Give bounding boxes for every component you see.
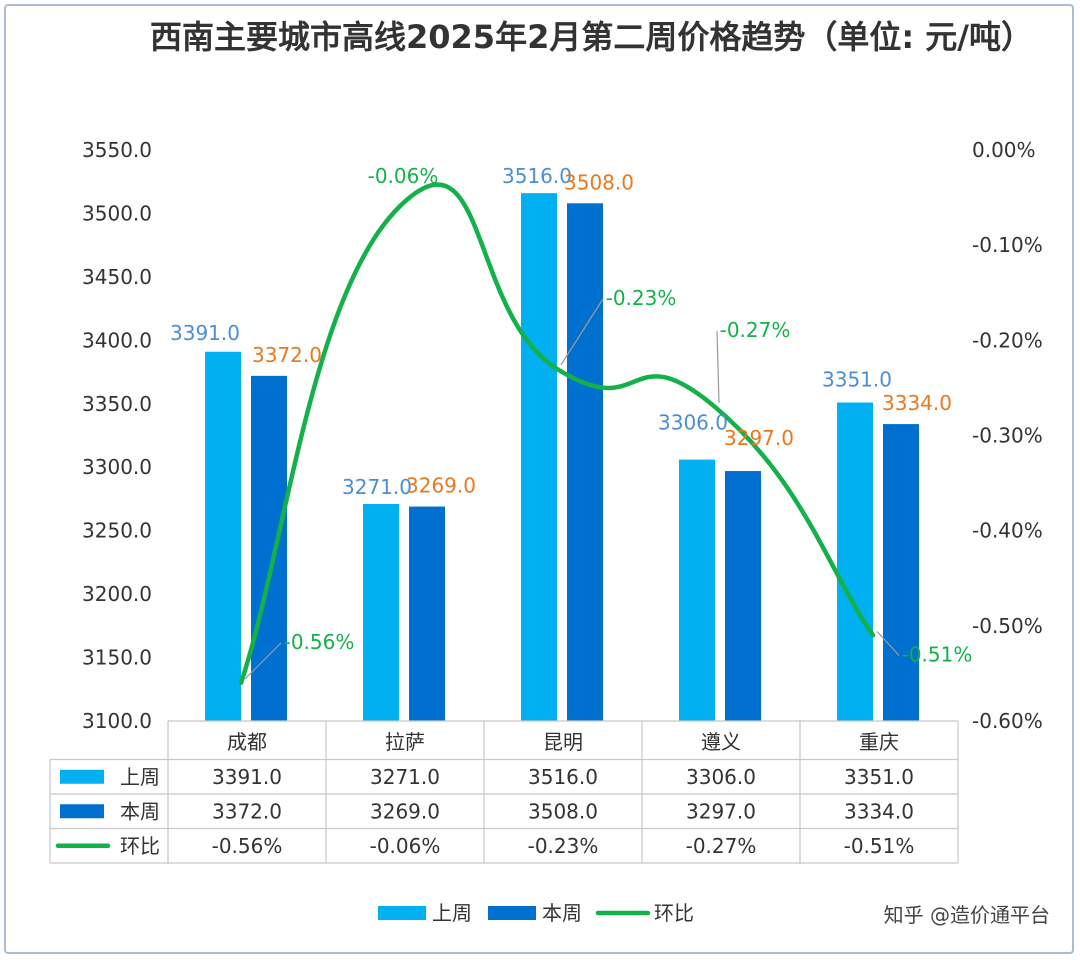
table-cell: 3269.0 — [370, 799, 440, 823]
left-tick-label: 3500.0 — [82, 201, 152, 225]
category-label: 遵义 — [701, 730, 741, 754]
right-tick-label: -0.60% — [972, 709, 1043, 733]
bar-this-week — [883, 424, 919, 721]
data-label-ratio: -0.23% — [606, 286, 677, 310]
left-tick-label: 3100.0 — [82, 709, 152, 733]
table-row-name: 本周 — [120, 799, 160, 823]
bar-this-week — [409, 506, 445, 721]
bar-last-week — [363, 504, 399, 721]
bar-this-week — [251, 375, 287, 721]
right-tick-label: -0.10% — [972, 233, 1043, 257]
legend-swatch-last-week — [378, 906, 426, 920]
table-cell: 3508.0 — [528, 799, 598, 823]
category-label: 成都 — [227, 730, 267, 754]
bar-this-week — [725, 471, 761, 721]
right-tick-label: -0.30% — [972, 424, 1043, 448]
legend-label-this-week: 本周 — [542, 901, 582, 925]
table-cell: 3351.0 — [844, 765, 914, 789]
table-cell: -0.27% — [686, 834, 757, 858]
data-label-last-week: 3516.0 — [502, 164, 572, 188]
table-cell: -0.51% — [844, 834, 915, 858]
data-label-this-week: 3372.0 — [252, 343, 322, 367]
leader-line — [244, 642, 282, 680]
left-tick-label: 3150.0 — [82, 646, 152, 670]
legend-swatch-this-week — [488, 906, 536, 920]
data-label-this-week: 3508.0 — [564, 170, 634, 194]
data-label-ratio: -0.51% — [902, 642, 973, 666]
left-tick-label: 3250.0 — [82, 519, 152, 543]
data-label-last-week: 3391.0 — [170, 321, 240, 345]
right-tick-label: -0.50% — [972, 614, 1043, 638]
bar-last-week — [205, 351, 241, 721]
leader-line — [876, 630, 900, 656]
bar-last-week — [521, 193, 557, 722]
bars — [205, 193, 919, 722]
table-cell: 3372.0 — [212, 799, 282, 823]
leader-line — [560, 298, 604, 366]
bar-last-week — [837, 402, 873, 721]
legend-key-last-week — [60, 769, 104, 784]
right-tick-label: -0.20% — [972, 328, 1043, 352]
category-label: 重庆 — [859, 730, 899, 754]
left-tick-label: 3200.0 — [82, 582, 152, 606]
legend-label-last-week: 上周 — [432, 901, 472, 925]
left-tick-label: 3450.0 — [82, 265, 152, 289]
left-tick-label: 3550.0 — [82, 138, 152, 162]
table-cell: -0.56% — [212, 834, 283, 858]
leader-line — [716, 330, 720, 403]
right-tick-label: -0.40% — [972, 519, 1043, 543]
legend-label-ratio: 环比 — [654, 901, 694, 925]
bar-this-week — [567, 203, 603, 721]
bar-last-week — [679, 459, 715, 721]
legend-key-this-week — [60, 804, 104, 819]
data-label-this-week: 3269.0 — [406, 474, 476, 498]
data-label-last-week: 3271.0 — [342, 475, 412, 499]
left-tick-label: 3400.0 — [82, 328, 152, 352]
category-label: 拉萨 — [385, 730, 425, 754]
table-cell: -0.23% — [528, 834, 599, 858]
chart-title: 西南主要城市高线2025年2月第二周价格趋势（单位: 元/吨） — [150, 18, 1033, 56]
table-cell: 3516.0 — [528, 765, 598, 789]
left-axis-ticks: 3550.0 3500.0 3450.0 3400.0 3350.0 3300.0 3250… — [82, 138, 152, 733]
data-label-ratio: -0.27% — [720, 318, 791, 342]
category-label: 昆明 — [543, 730, 583, 754]
table-cell: -0.06% — [370, 834, 441, 858]
table-cell: 3306.0 — [686, 765, 756, 789]
left-tick-label: 3350.0 — [82, 392, 152, 416]
table-cell: 3297.0 — [686, 799, 756, 823]
table-cell: 3271.0 — [370, 765, 440, 789]
data-label-this-week: 3334.0 — [882, 391, 952, 415]
table-cell: 3334.0 — [844, 799, 914, 823]
right-axis-ticks: 0.00% -0.10% -0.20% -0.30% -0.40% -0.50% -0.60… — [972, 138, 1043, 733]
data-label-last-week: 3306.0 — [658, 411, 728, 435]
table-row-name: 环比 — [120, 834, 160, 858]
table-cell: 3391.0 — [212, 765, 282, 789]
ratio-line — [238, 182, 876, 686]
data-label-last-week: 3351.0 — [822, 368, 892, 392]
watermark-text: 知乎 @造价通平台 — [884, 903, 1050, 927]
data-label-ratio: -0.06% — [368, 164, 439, 188]
legend: 上周 本周 环比 — [378, 901, 694, 925]
table-row-name: 上周 — [120, 765, 160, 789]
data-label-ratio: -0.56% — [284, 630, 355, 654]
right-tick-label: 0.00% — [972, 138, 1036, 162]
left-tick-label: 3300.0 — [82, 455, 152, 479]
ratio-line-path — [238, 182, 876, 686]
data-label-this-week: 3297.0 — [724, 426, 794, 450]
